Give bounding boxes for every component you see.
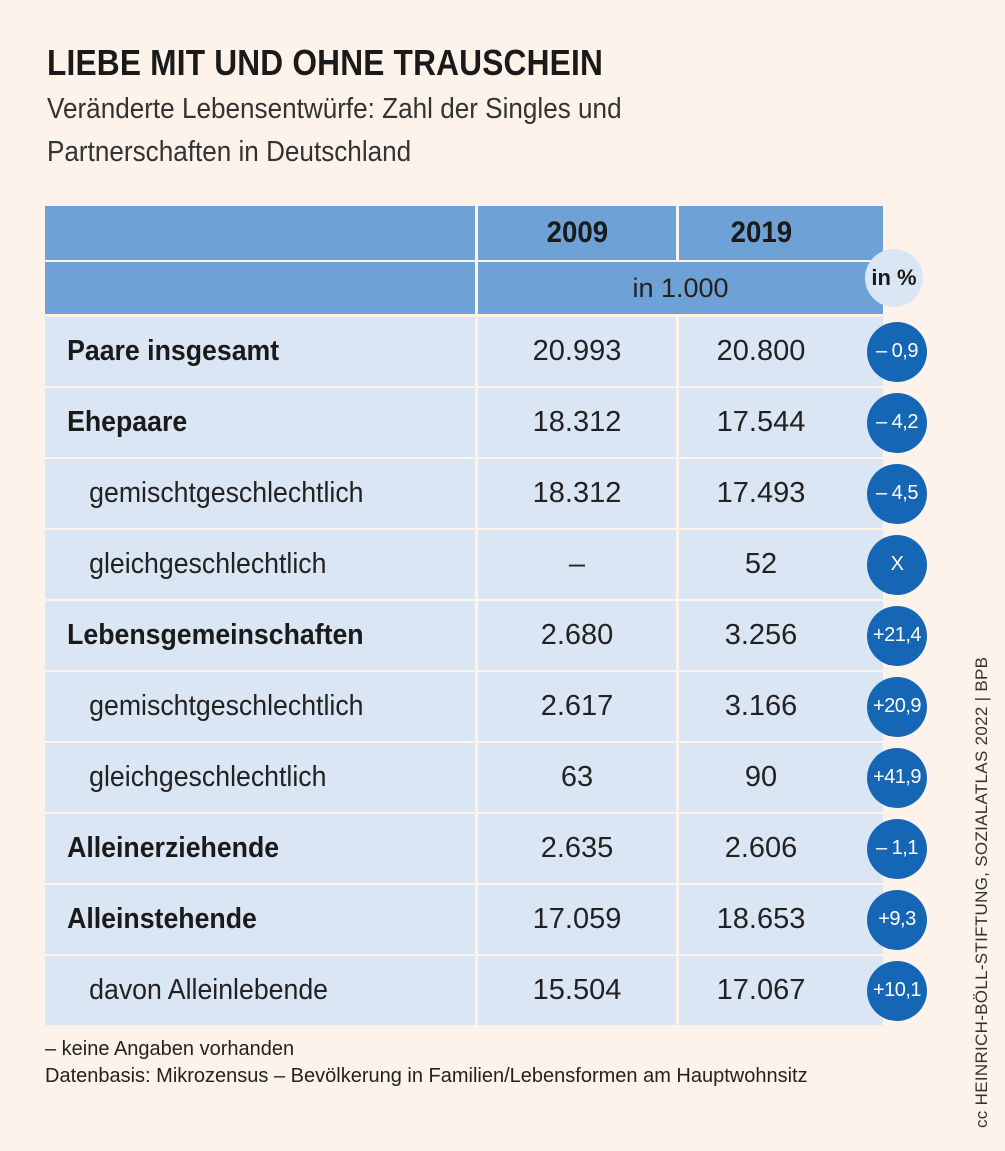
value-2009: 20.993 [532, 335, 622, 367]
value-2009-cell: 20.993 [478, 317, 679, 386]
row-label: gemischtgeschlechtlich [89, 477, 364, 509]
value-2009: 63 [560, 761, 594, 793]
change-percent-badge: +41,9 [867, 747, 927, 808]
value-2019-cell: 3.256 [679, 601, 883, 670]
value-2019: 2.606 [724, 832, 798, 864]
table-row: Alleinstehende 17.059 18.653 +9,3 [45, 885, 927, 956]
footnote-source: Datenbasis: Mikrozensus – Bevölkerung in… [45, 1065, 808, 1087]
value-2009-cell: 2.635 [478, 814, 679, 883]
value-2009: 2.635 [540, 832, 614, 864]
row-label: Alleinstehende [67, 903, 257, 935]
value-2019-cell: 3.166 [679, 672, 883, 741]
row-label-cell: Paare insgesamt [45, 317, 478, 386]
row-label-cell: Alleinerziehende [45, 814, 478, 883]
percent-header-badge: in % [865, 249, 923, 307]
value-2009-cell: 63 [478, 743, 679, 812]
row-label: gemischtgeschlechtlich [89, 690, 364, 722]
data-table: 2009 2019 in 1.000 Paare insgesamt 20.993… [45, 206, 927, 1025]
table-row: gemischtgeschlechtlich 18.312 17.493 – 4,5 [45, 459, 927, 530]
value-2019: 20.800 [716, 335, 806, 367]
row-label: gleichgeschlechtlich [89, 761, 327, 793]
year-2019-label: 2019 [730, 216, 792, 249]
value-2009: 2.617 [540, 690, 614, 722]
row-label-cell: Alleinstehende [45, 885, 478, 954]
table-row: gleichgeschlechtlich 63 90 +41,9 [45, 743, 927, 814]
value-2009: 2.680 [540, 619, 614, 651]
change-percent-badge: +9,3 [867, 889, 927, 950]
value-2009-cell: 2.617 [478, 672, 679, 741]
row-label: gleichgeschlechtlich [89, 548, 327, 580]
row-label-cell: Ehepaare [45, 388, 478, 457]
value-2019: 18.653 [716, 903, 806, 935]
row-label-cell: gleichgeschlechtlich [45, 743, 478, 812]
value-2009-cell: 2.680 [478, 601, 679, 670]
footnote-no-data: – keine Angaben vorhanden [45, 1038, 295, 1060]
change-percent-badge: – 4,2 [867, 392, 927, 453]
value-2009: 17.059 [532, 903, 622, 935]
table-row: Ehepaare 18.312 17.544 – 4,2 [45, 388, 927, 459]
value-2009-cell: – [478, 530, 679, 599]
unit-cell: in 1.000 [478, 262, 883, 314]
value-2019: 90 [744, 761, 778, 793]
unit-label: in 1.000 [632, 272, 729, 303]
row-label: davon Alleinlebende [89, 974, 329, 1006]
value-2009: 15.504 [532, 974, 622, 1006]
value-2019-cell: 17.067 [679, 956, 883, 1025]
change-percent-badge: +10,1 [867, 960, 927, 1021]
value-2009: – [568, 548, 586, 580]
value-2019-cell: 52 [679, 530, 883, 599]
chart-subtitle: Veränderte Lebensentwürfe: Zahl der Sing… [47, 93, 622, 168]
row-label: Lebensgemeinschaften [67, 619, 364, 651]
value-2009-cell: 17.059 [478, 885, 679, 954]
value-2009: 18.312 [532, 406, 622, 438]
change-percent-badge: X [867, 534, 927, 595]
value-2019-cell: 20.800 [679, 317, 883, 386]
table-body: Paare insgesamt 20.993 20.800– 0,9 Ehepaare… [45, 317, 927, 1025]
table-row: Alleinerziehende 2.635 2.606 – 1,1 [45, 814, 927, 885]
table-row: Lebensgemeinschaften 2.680 3.256 +21,4 [45, 601, 927, 672]
change-percent-badge: +20,9 [867, 676, 927, 737]
table-row: gemischtgeschlechtlich 2.617 3.166 +20,9 [45, 672, 927, 743]
value-2019: 17.493 [716, 477, 806, 509]
value-2019: 3.166 [724, 690, 798, 722]
value-2019-cell: 17.544 [679, 388, 883, 457]
value-2009: 18.312 [532, 477, 622, 509]
table-row: gleichgeschlechtlich – 52 X [45, 530, 927, 601]
row-label-cell: Lebensgemeinschaften [45, 601, 478, 670]
change-percent-badge: – 0,9 [867, 321, 927, 382]
footnotes: – keine Angaben vorhanden Datenbasis: Mi… [45, 1036, 808, 1090]
row-label-cell: gemischtgeschlechtlich [45, 672, 478, 741]
row-label-cell: gleichgeschlechtlich [45, 530, 478, 599]
header-2019: 2019 [679, 206, 883, 260]
value-2019: 3.256 [724, 619, 798, 651]
value-2019-cell: 90 [679, 743, 883, 812]
value-2019: 17.067 [716, 974, 806, 1006]
value-2009-cell: 15.504 [478, 956, 679, 1025]
value-2019: 17.544 [716, 406, 806, 438]
header-empty-cell [45, 206, 478, 260]
header-years-row: 2009 2019 [45, 206, 883, 262]
row-label: Ehepaare [67, 406, 188, 438]
row-label: Paare insgesamt [67, 335, 280, 367]
value-2019: 52 [744, 548, 778, 580]
change-percent-badge: – 4,5 [867, 463, 927, 524]
change-percent-badge: +21,4 [867, 605, 927, 666]
header-2009: 2009 [478, 206, 679, 260]
value-2009-cell: 18.312 [478, 459, 679, 528]
table-row: davon Alleinlebende 15.504 17.067 +10,1 [45, 956, 927, 1025]
header-empty-cell [45, 262, 478, 314]
year-2009-label: 2009 [546, 216, 608, 249]
credit-line: cc HEINRICH-BÖLL-STIFTUNG, SOZIALATLAS 2… [972, 656, 991, 1128]
row-label: Alleinerziehende [67, 832, 280, 864]
value-2019-cell: 18.653 [679, 885, 883, 954]
chart-title: LIEBE MIT UND OHNE TRAUSCHEIN [47, 42, 603, 83]
value-2009-cell: 18.312 [478, 388, 679, 457]
header-unit-row: in 1.000 [45, 262, 883, 317]
row-label-cell: davon Alleinlebende [45, 956, 478, 1025]
value-2019-cell: 2.606 [679, 814, 883, 883]
table-row: Paare insgesamt 20.993 20.800 – 0,9 [45, 317, 927, 388]
change-percent-badge: – 1,1 [867, 818, 927, 879]
row-label-cell: gemischtgeschlechtlich [45, 459, 478, 528]
value-2019-cell: 17.493 [679, 459, 883, 528]
